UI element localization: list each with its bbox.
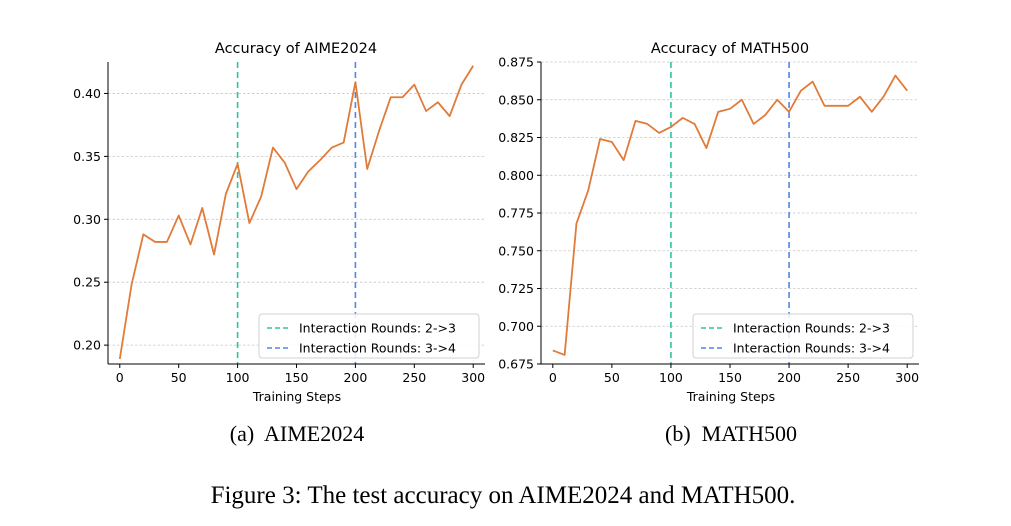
x-tick-label: 150: [718, 370, 742, 385]
chart-aime2024: Accuracy of AIME2024 0.20 0.25 0.30 0.35 0.4…: [73, 41, 485, 446]
legend: Interaction Rounds: 2->3 Interaction Roun…: [258, 313, 480, 359]
accuracy-series: [118, 65, 474, 360]
x-tick-label: 200: [777, 370, 801, 385]
x-tick-label: 0: [549, 370, 557, 385]
x-tick-label: 0: [116, 370, 124, 385]
x-tick-label: 150: [285, 370, 309, 385]
chart-title: Accuracy of MATH500: [651, 41, 809, 57]
x-tick-label: 250: [836, 370, 860, 385]
y-tick-label: 0.825: [498, 130, 534, 145]
x-tick-labels: 0 50 100 150 200 250 300: [116, 364, 485, 385]
y-tick-label: 0.35: [73, 149, 101, 164]
y-tick-label: 0.20: [73, 338, 101, 353]
chart-math500: Accuracy of MATH500 0.675 0.700 0.725 0.750…: [498, 41, 919, 446]
x-axis-label: Training Steps: [686, 389, 775, 404]
chart-title: Accuracy of AIME2024: [215, 41, 377, 57]
figure-caption: Figure 3: The test accuracy on AIME2024 …: [211, 482, 796, 509]
y-tick-label: 0.850: [498, 92, 534, 107]
legend: Interaction Rounds: 2->3 Interaction Roun…: [692, 313, 914, 359]
y-tick-label: 0.725: [498, 281, 534, 296]
legend-entry-label: Interaction Rounds: 3->4: [733, 341, 890, 356]
x-tick-label: 250: [402, 370, 426, 385]
y-tick-label: 0.675: [498, 357, 534, 372]
y-tick-label: 0.875: [498, 55, 534, 70]
x-tick-label: 300: [461, 370, 485, 385]
y-tick-labels: 0.20 0.25 0.30 0.35 0.40: [73, 86, 108, 353]
y-tick-labels: 0.675 0.700 0.725 0.750 0.775 0.800 0.825 0.850…: [498, 55, 541, 372]
y-tick-label: 0.750: [498, 243, 534, 258]
y-tick-label: 0.25: [73, 275, 101, 290]
legend-entry-label: Interaction Rounds: 2->3: [299, 321, 456, 336]
y-tick-label: 0.40: [73, 86, 101, 101]
x-tick-label: 300: [895, 370, 919, 385]
y-tick-label: 0.800: [498, 168, 534, 183]
gridlines: [108, 93, 485, 346]
accuracy-series: [552, 74, 908, 356]
legend-box: [258, 313, 480, 359]
x-tick-label: 100: [659, 370, 683, 385]
subcaption: (b) MATH500: [665, 421, 797, 446]
legend-box: [692, 313, 914, 359]
y-tick-label: 0.775: [498, 206, 534, 221]
y-tick-label: 0.30: [73, 212, 101, 227]
legend-entry-label: Interaction Rounds: 2->3: [733, 321, 890, 336]
accuracy-line: [118, 65, 474, 360]
y-tick-label: 0.700: [498, 319, 534, 334]
subcaption: (a) AIME2024: [230, 421, 364, 446]
accuracy-line: [552, 74, 908, 356]
x-axis-label: Training Steps: [252, 389, 341, 404]
legend-entry-label: Interaction Rounds: 3->4: [299, 341, 456, 356]
x-tick-label: 200: [343, 370, 367, 385]
x-tick-label: 50: [604, 370, 620, 385]
x-tick-label: 100: [226, 370, 250, 385]
x-tick-labels: 0 50 100 150 200 250 300: [549, 364, 919, 385]
x-tick-label: 50: [171, 370, 187, 385]
